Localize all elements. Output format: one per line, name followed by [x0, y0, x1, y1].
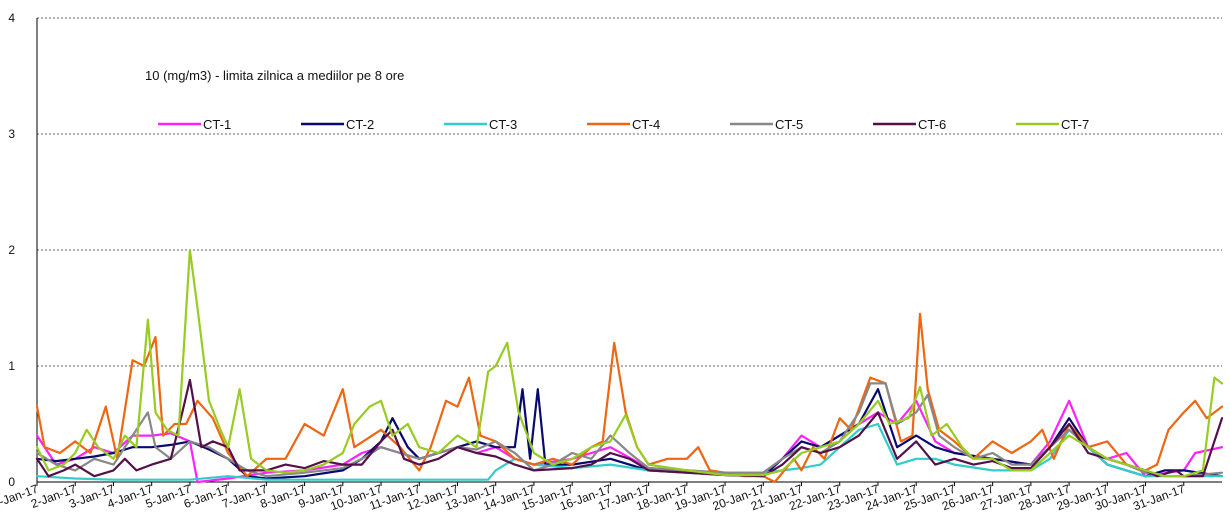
y-tick-label: 4 — [8, 11, 15, 25]
y-tick-label: 3 — [8, 127, 15, 141]
y-tick-label: 2 — [8, 243, 15, 257]
y-tick-label: 0 — [8, 475, 15, 489]
legend: CT-1 CT-2 CT-3 CT-4 CT-5 CT-6 CT-7 — [158, 117, 1089, 132]
series-line-ct-1 — [35, 399, 1224, 484]
series-lines — [35, 248, 1224, 484]
x-axis-ticks: 1-Jan-172-Jan-173-Jan-174-Jan-175-Jan-17… — [0, 482, 1187, 514]
y-axis-ticks: 0 1 2 3 4 — [8, 11, 15, 489]
legend-label-ct-2: CT-2 — [346, 117, 374, 132]
series-line-ct-6 — [35, 378, 1224, 478]
y-tick-label: 1 — [8, 359, 15, 373]
axes — [36, 18, 1222, 483]
legend-label-ct-7: CT-7 — [1061, 117, 1089, 132]
series-line-ct-3 — [35, 422, 1224, 481]
legend-label-ct-4: CT-4 — [632, 117, 660, 132]
legend-label-ct-5: CT-5 — [775, 117, 803, 132]
legend-label-ct-1: CT-1 — [203, 117, 231, 132]
grid-lines — [37, 17, 1222, 367]
series-line-ct-7 — [35, 248, 1224, 478]
limit-annotation: 10 (mg/m3) - limita zilnica a mediilor p… — [145, 68, 404, 83]
series-line-ct-5 — [35, 382, 1224, 478]
legend-label-ct-3: CT-3 — [489, 117, 517, 132]
legend-label-ct-6: CT-6 — [918, 117, 946, 132]
